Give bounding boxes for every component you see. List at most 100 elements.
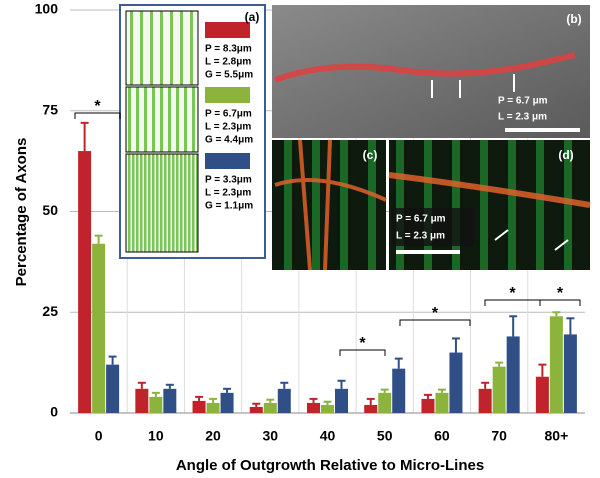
error-bar bbox=[538, 363, 547, 377]
error-bar bbox=[337, 379, 346, 389]
annotation: * bbox=[557, 285, 564, 302]
image-c bbox=[272, 139, 387, 271]
x-axis-label: Angle of Outgrowth Relative to Micro-Lin… bbox=[176, 457, 484, 474]
image-b bbox=[272, 5, 590, 138]
error-bar bbox=[266, 398, 275, 403]
bar bbox=[78, 151, 92, 414]
inset-labels: (a) (b) P = 6.7 μm L = 2.3 μm (c) (d) P … bbox=[245, 10, 582, 241]
bar bbox=[335, 388, 348, 413]
y-tick-label: 0 bbox=[50, 404, 58, 420]
bar bbox=[364, 404, 378, 413]
panel-label: (b) bbox=[566, 12, 581, 26]
image-text: P = 6.7 μm bbox=[498, 96, 548, 107]
image-d bbox=[388, 140, 591, 270]
annotation: * bbox=[359, 335, 366, 352]
legend-text: P = 6.7μm bbox=[205, 109, 252, 120]
error-bar bbox=[252, 402, 261, 407]
significance-bracket bbox=[399, 319, 471, 326]
error-bar bbox=[94, 234, 103, 244]
bar bbox=[449, 352, 463, 413]
panel-label: (d) bbox=[558, 148, 573, 162]
axon bbox=[273, 52, 576, 83]
pattern bbox=[125, 153, 199, 253]
bar bbox=[249, 406, 263, 413]
legend-text: L = 2.3μm bbox=[205, 188, 251, 199]
pattern bbox=[125, 86, 199, 153]
bar bbox=[206, 402, 220, 413]
error-bar bbox=[380, 388, 389, 393]
y-axis-label: Percentage of Axons bbox=[13, 138, 30, 287]
axon bbox=[388, 172, 591, 208]
annotation: * bbox=[509, 285, 516, 302]
error-bar bbox=[309, 397, 318, 403]
error-bar bbox=[280, 381, 289, 389]
bar bbox=[535, 376, 549, 413]
error-bar bbox=[495, 361, 504, 367]
arrows bbox=[431, 74, 515, 98]
bar bbox=[263, 402, 277, 413]
error-bar bbox=[552, 311, 561, 317]
error-bar bbox=[137, 381, 146, 389]
legend-text: L = 2.8μm bbox=[205, 57, 251, 68]
x-tick-label: 50 bbox=[377, 428, 393, 444]
x-tick-label: 60 bbox=[434, 428, 450, 444]
image-text: P = 6.7 μm bbox=[396, 214, 446, 225]
x-tick-label: 20 bbox=[205, 428, 221, 444]
error-bar bbox=[209, 397, 218, 403]
y-tick-label: 100 bbox=[35, 1, 59, 17]
bar bbox=[321, 404, 334, 413]
legend-text: G = 5.5μm bbox=[205, 70, 253, 81]
legend-text: P = 8.3μm bbox=[205, 44, 252, 55]
significance-bracket bbox=[539, 299, 581, 306]
annotation: * bbox=[432, 305, 439, 322]
legend-text: G = 1.1μm bbox=[205, 201, 253, 212]
image-text: L = 2.3 μm bbox=[396, 231, 445, 242]
error-bar bbox=[223, 387, 232, 393]
label-box bbox=[392, 208, 474, 246]
legend-swatch bbox=[205, 87, 250, 103]
error-bar bbox=[165, 383, 174, 389]
error-bar bbox=[394, 357, 403, 369]
legend-text: P = 3.3μm bbox=[205, 175, 252, 186]
y-tick-label: 75 bbox=[42, 101, 58, 117]
axon bbox=[274, 139, 387, 271]
bar bbox=[192, 400, 206, 413]
bar bbox=[549, 316, 563, 413]
bar bbox=[92, 243, 106, 413]
panel-label: (a) bbox=[245, 10, 260, 24]
bar bbox=[492, 366, 506, 413]
annotation: * bbox=[94, 98, 101, 115]
y-tick-label: 50 bbox=[42, 202, 58, 218]
error-bar bbox=[108, 355, 117, 365]
x-tick-label: 10 bbox=[148, 428, 164, 444]
legend-swatch bbox=[205, 22, 250, 38]
bar bbox=[220, 392, 234, 413]
inset-a: P = 8.3μm L = 2.8μm G = 5.5μm P = 6.7μm L = … bbox=[119, 4, 266, 259]
bar bbox=[435, 392, 449, 413]
error-bar bbox=[195, 395, 204, 401]
arrows bbox=[494, 229, 569, 251]
bar bbox=[506, 336, 520, 413]
x-tick-label: 80+ bbox=[545, 428, 569, 444]
bar bbox=[149, 396, 163, 413]
bar bbox=[307, 402, 320, 413]
error-bar bbox=[481, 381, 490, 389]
significance-bracket bbox=[74, 112, 121, 119]
image-text: L = 2.3 μm bbox=[498, 112, 547, 123]
bar bbox=[277, 388, 291, 413]
x-tick-label: 30 bbox=[262, 428, 278, 444]
error-bar bbox=[151, 391, 160, 397]
bar bbox=[135, 388, 149, 413]
x-tick-label: 70 bbox=[491, 428, 507, 444]
significance-bracket bbox=[339, 349, 386, 356]
legend-text: L = 2.3μm bbox=[205, 122, 251, 133]
error-bar bbox=[437, 388, 446, 393]
error-bar bbox=[323, 400, 332, 405]
error-bar bbox=[366, 397, 375, 405]
bar bbox=[478, 388, 492, 413]
bar bbox=[563, 334, 577, 413]
panel-label: (c) bbox=[363, 148, 378, 162]
error-bar bbox=[509, 315, 518, 337]
error-bar bbox=[423, 393, 432, 399]
